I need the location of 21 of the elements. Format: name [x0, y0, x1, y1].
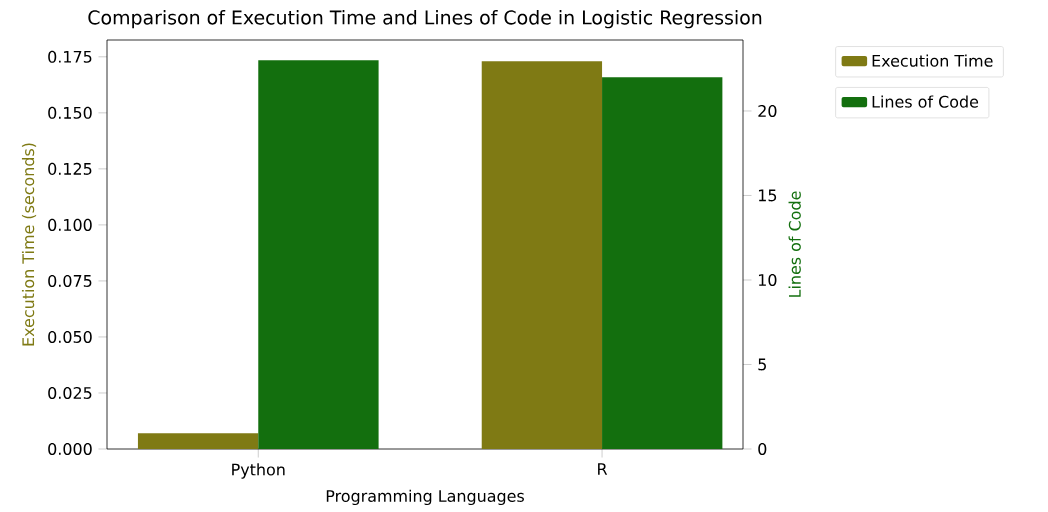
y-tick-label: 0.075: [48, 274, 92, 287]
x-tick-label: R: [598, 463, 608, 475]
y-tick-label: 0.150: [48, 106, 92, 119]
y2-tick-label: 20: [758, 104, 777, 117]
y2-tick-label: 10: [758, 273, 777, 287]
y2-axis-title: Lines of Code: [788, 191, 801, 297]
y2-tick-label: 5: [758, 358, 766, 371]
legend-label: Lines of Code: [872, 95, 979, 108]
y-tick-label: 0.125: [48, 162, 92, 175]
legend-label: Execution Time: [872, 54, 993, 67]
y-tick-label: 0.175: [48, 50, 92, 63]
x-axis-title: Programming Languages: [326, 489, 524, 506]
y2-tick-label: 0: [758, 442, 767, 456]
y-tick-label: 0.000: [48, 442, 92, 456]
y2-tick-label: 15: [758, 189, 777, 202]
y-tick-label: 0.025: [48, 386, 92, 399]
y-tick-label: 0.100: [48, 218, 92, 231]
y-axis-title: Execution Time (seconds): [21, 143, 37, 346]
chart-title: Comparison of Execution Time and Lines of Code in Logistic Regression: [88, 10, 762, 29]
x-tick-label: Python: [232, 463, 285, 479]
y-tick-label: 0.050: [48, 330, 92, 343]
